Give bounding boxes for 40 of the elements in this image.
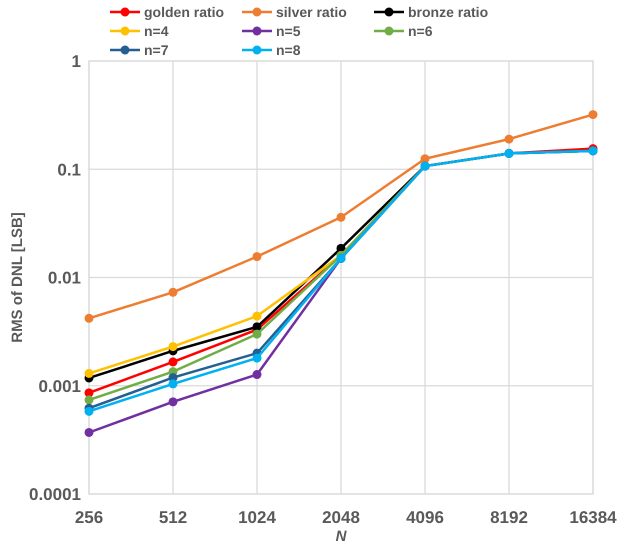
- point: [336, 212, 346, 222]
- y-tick-label: 1: [72, 52, 81, 71]
- point: [252, 370, 262, 380]
- point: [252, 252, 262, 262]
- y-tick-label: 0.001: [38, 376, 81, 396]
- point: [504, 134, 514, 144]
- legend-label: n=6: [408, 23, 433, 39]
- legend-label: golden ratio: [144, 4, 224, 20]
- legend-label: silver ratio: [276, 4, 347, 20]
- x-tick-label: 512: [158, 508, 188, 527]
- point: [168, 342, 178, 352]
- x-tick-label: 16384: [569, 508, 618, 527]
- y-axis-title: RMS of DNL [LSB]: [9, 212, 26, 343]
- x-tick-label: 8192: [490, 508, 528, 527]
- point: [84, 406, 94, 416]
- legend-label: n=5: [276, 23, 301, 39]
- legend-label: bronze ratio: [408, 4, 488, 20]
- point: [84, 368, 94, 378]
- point: [168, 379, 178, 388]
- y-tick-label: 0.1: [57, 160, 81, 180]
- y-tick-label: 0.01: [48, 268, 81, 288]
- x-axis-title: N: [336, 528, 348, 545]
- point: [168, 288, 178, 297]
- x-tick-label: 256: [74, 508, 104, 527]
- legend-label: n=8: [276, 42, 301, 58]
- point: [252, 354, 262, 363]
- y-tick-label: 0.0001: [29, 485, 81, 504]
- point: [588, 110, 598, 120]
- x-tick-label: 4096: [406, 508, 444, 527]
- point: [84, 395, 94, 404]
- x-tick-label: 2048: [322, 508, 360, 527]
- point: [84, 314, 94, 323]
- legend-label: n=4: [144, 23, 169, 39]
- x-tick-label: 1024: [238, 508, 276, 527]
- point: [252, 312, 262, 321]
- point: [168, 357, 178, 366]
- point: [84, 428, 94, 437]
- point: [168, 397, 178, 406]
- point: [252, 330, 262, 339]
- legend-label: n=7: [144, 42, 169, 58]
